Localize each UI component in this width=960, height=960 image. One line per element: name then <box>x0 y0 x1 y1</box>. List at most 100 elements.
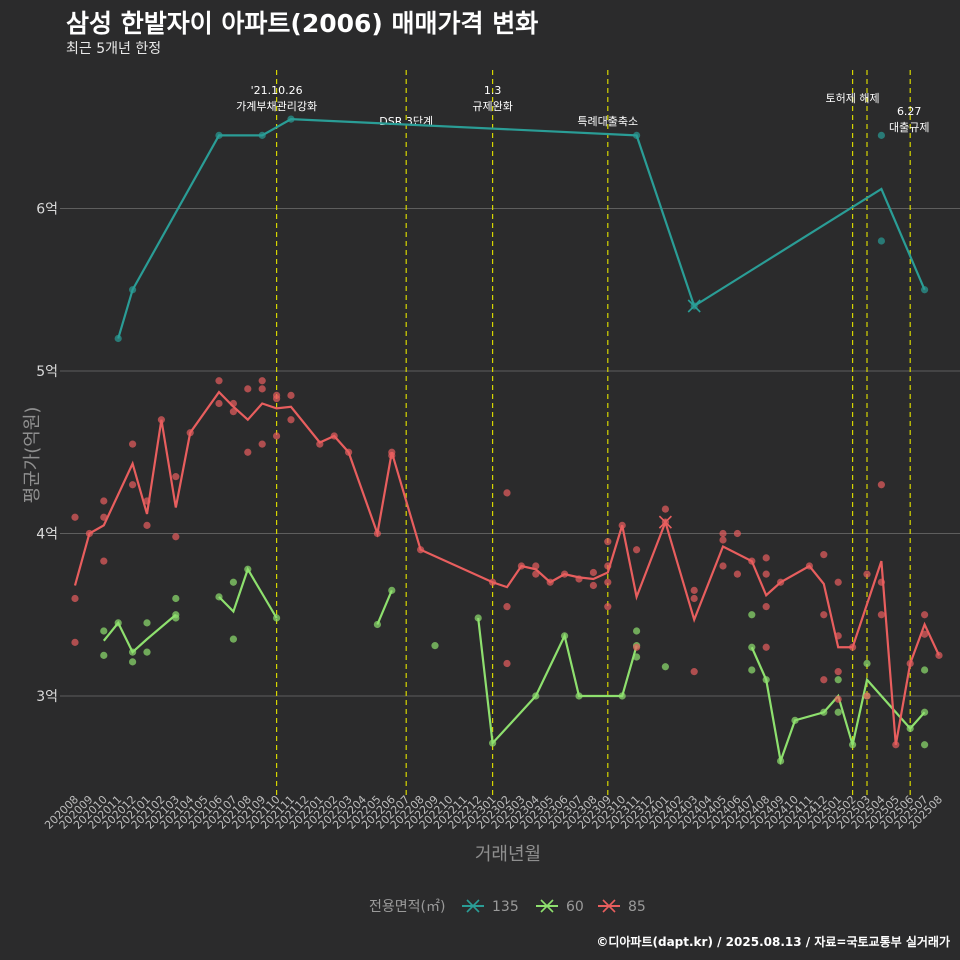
series-layer <box>71 115 943 766</box>
data-point-85 <box>273 432 281 440</box>
policy-annotation: 1.3 <box>484 84 502 97</box>
data-point-85 <box>719 562 727 570</box>
data-point-85 <box>604 562 612 570</box>
series-135 <box>114 115 929 343</box>
data-point-60 <box>791 716 799 724</box>
data-point-85 <box>633 546 641 554</box>
policy-annotation: 규제완화 <box>472 100 512 113</box>
data-point-85 <box>690 586 698 594</box>
data-point-85 <box>287 416 295 424</box>
data-point-85 <box>834 695 842 703</box>
data-point-85 <box>762 643 770 651</box>
data-point-60 <box>373 620 381 629</box>
data-point-60 <box>748 643 756 651</box>
data-point-135 <box>287 115 295 123</box>
data-point-85 <box>589 568 598 577</box>
data-point-60 <box>474 614 482 622</box>
legend-title: 전용면적(㎡) <box>369 899 445 915</box>
data-point-60 <box>143 619 151 627</box>
data-point-60 <box>906 724 914 733</box>
data-point-85 <box>503 489 511 497</box>
data-point-85 <box>719 536 727 544</box>
data-point-85 <box>690 668 698 676</box>
data-point-85 <box>575 575 583 583</box>
data-point-60 <box>129 658 137 666</box>
data-point-85 <box>100 557 108 565</box>
series-line-60 <box>477 617 638 746</box>
series-line-60 <box>102 613 177 654</box>
data-point-60 <box>215 593 223 601</box>
data-point-85 <box>762 603 770 611</box>
data-point-85 <box>143 521 151 529</box>
data-point-60 <box>229 578 237 586</box>
data-point-85 <box>921 630 929 638</box>
data-point-85 <box>258 377 266 385</box>
data-point-60 <box>388 586 396 594</box>
data-point-60 <box>129 648 137 656</box>
data-point-60 <box>748 666 756 674</box>
data-point-85 <box>877 611 886 619</box>
data-point-85 <box>863 692 871 700</box>
data-point-85 <box>100 497 108 505</box>
y-tick-label: 3억 <box>36 689 58 705</box>
data-point-85 <box>820 676 828 684</box>
data-point-60 <box>849 741 857 749</box>
data-point-85 <box>330 432 338 440</box>
data-point-85 <box>258 440 266 448</box>
data-point-85 <box>345 448 353 456</box>
data-point-60 <box>244 565 252 573</box>
policy-lines <box>276 70 911 795</box>
data-point-85 <box>762 570 770 578</box>
data-point-85 <box>244 385 252 393</box>
data-point-135 <box>921 286 929 294</box>
data-point-85 <box>661 505 670 513</box>
data-point-135 <box>215 131 223 139</box>
data-point-60 <box>777 757 785 765</box>
data-point-85 <box>849 643 857 651</box>
data-point-85 <box>906 659 914 668</box>
data-point-85 <box>517 562 526 570</box>
legend-label-135: 135 <box>492 899 519 915</box>
data-point-85 <box>532 570 540 578</box>
data-point-85 <box>258 385 266 393</box>
data-point-85 <box>863 570 871 578</box>
x-axis-labels: 2020082020092020102020112020122021012021… <box>42 793 945 832</box>
data-point-85 <box>820 551 828 559</box>
data-point-60 <box>172 611 180 619</box>
data-point-85 <box>287 391 295 399</box>
policy-annotation: 가계부채관리강화 <box>236 100 317 113</box>
data-point-60 <box>618 692 626 700</box>
data-point-60 <box>633 653 641 661</box>
data-point-85 <box>417 546 425 554</box>
data-point-60 <box>921 666 929 674</box>
data-point-135 <box>877 131 886 139</box>
data-point-60 <box>748 611 756 619</box>
data-point-85 <box>85 529 93 538</box>
data-point-85 <box>172 473 180 481</box>
data-point-135 <box>129 286 137 294</box>
data-point-85 <box>719 529 727 538</box>
source-credit: ©디아파트(dapt.kr) / 2025.08.13 / 자료=국토교통부 실… <box>596 935 950 949</box>
policy-annotation: 대출규제 <box>889 121 929 134</box>
legend-label-85: 85 <box>628 899 646 915</box>
y-axis-labels: 3억 4억 5억 6억 <box>36 202 58 706</box>
data-point-85 <box>172 533 180 541</box>
data-point-85 <box>733 529 742 538</box>
data-point-85 <box>489 578 497 586</box>
data-point-85 <box>71 638 79 646</box>
data-point-85 <box>733 570 742 578</box>
data-point-85 <box>215 399 223 408</box>
data-point-85 <box>618 521 626 529</box>
data-point-85 <box>503 659 511 668</box>
data-point-85 <box>834 668 842 676</box>
series-60 <box>100 565 929 766</box>
y-tick-label: 5억 <box>36 364 58 380</box>
data-point-85 <box>604 603 612 611</box>
data-point-85 <box>777 578 785 586</box>
data-point-85 <box>589 581 598 590</box>
data-point-85 <box>935 651 943 659</box>
data-point-60 <box>229 635 237 643</box>
data-point-85 <box>633 643 641 651</box>
